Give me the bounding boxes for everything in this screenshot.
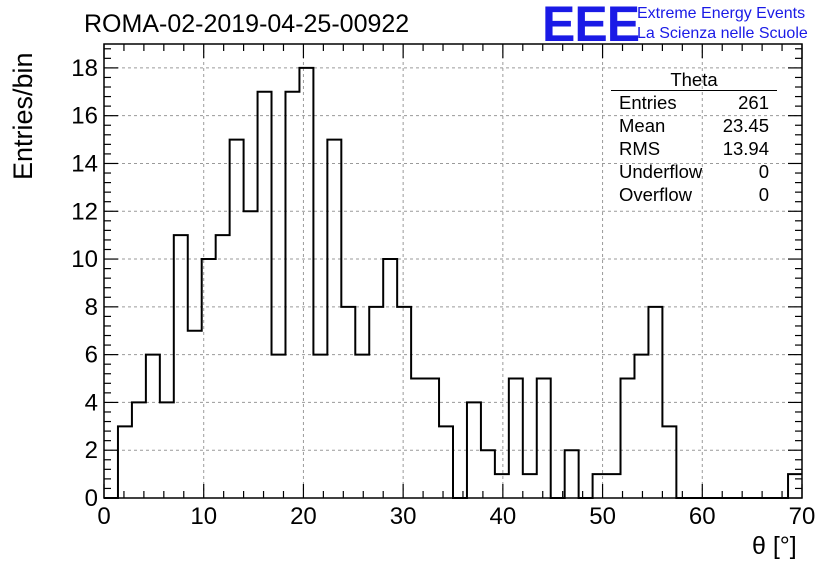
stats-row: Underflow 0	[611, 160, 777, 183]
y-tick-label: 12	[71, 198, 98, 225]
histogram-bin	[523, 474, 537, 498]
histogram-bin	[481, 450, 495, 498]
stats-box: Theta Entries 261 Mean 23.45 RMS 13.94 Unde…	[611, 70, 777, 206]
x-tick-label: 60	[689, 503, 716, 530]
x-tick-label: 70	[789, 503, 816, 530]
stats-value: 23.45	[722, 115, 769, 136]
histogram-bin	[495, 474, 509, 498]
histogram-bin	[188, 331, 202, 498]
y-tick-label: 16	[71, 103, 98, 130]
x-tick-label: 30	[390, 503, 417, 530]
y-tick-label: 2	[85, 437, 98, 464]
stats-label: Mean	[619, 115, 666, 136]
logo-line-2: La Scienza nelle Scuole	[637, 25, 808, 42]
histogram-bin	[383, 259, 397, 498]
histogram-bin	[593, 474, 607, 498]
chart-title: ROMA-02-2019-04-25-00922	[84, 10, 410, 38]
y-tick-label: 14	[71, 150, 98, 177]
histogram-bin	[258, 92, 272, 498]
histogram-bin	[662, 426, 676, 498]
logo-line-1: Extreme Energy Events	[637, 5, 806, 22]
y-tick-label: 8	[85, 294, 98, 321]
stats-label: RMS	[619, 138, 661, 159]
eee-logo: EEE	[542, 0, 640, 52]
x-axis-label: θ [°]	[752, 532, 797, 560]
histogram-bin	[202, 259, 216, 498]
histogram-bin	[439, 426, 453, 498]
histogram-bin	[621, 379, 635, 498]
stats-title: Theta	[611, 70, 777, 91]
stats-row: RMS 13.94	[611, 137, 777, 160]
stats-value: 261	[738, 92, 769, 113]
histogram-bin	[634, 355, 648, 498]
histogram-bin	[272, 355, 286, 498]
stats-value: 0	[758, 184, 769, 205]
histogram-bin	[537, 379, 551, 498]
stats-value: 13.94	[722, 138, 769, 159]
y-tick-label: 6	[85, 342, 98, 369]
histogram-bin	[425, 379, 439, 498]
histogram-bin	[118, 426, 132, 498]
stats-label: Underflow	[619, 161, 703, 182]
histogram-bin	[299, 68, 313, 498]
histogram-bin	[230, 140, 244, 498]
y-axis-label: Entries/bin	[8, 52, 38, 180]
stats-value: 0	[758, 161, 769, 182]
stats-label: Entries	[619, 92, 677, 113]
grid-lines	[104, 44, 802, 498]
x-tick-label: 0	[97, 503, 110, 530]
x-tick-label: 10	[190, 503, 217, 530]
x-tick-label: 50	[589, 503, 616, 530]
y-tick-label: 18	[71, 55, 98, 82]
y-tick-label: 4	[85, 389, 98, 416]
histogram-bars	[104, 66, 802, 499]
histogram-bin	[788, 474, 802, 498]
histogram-bin	[146, 355, 160, 498]
axes: 0 10 20 30 40 50 60 70 0 2 4 6 8 10 12 14 16 18	[71, 43, 816, 530]
histogram-bin	[313, 355, 327, 498]
histogram-bin	[509, 379, 523, 498]
histogram-bin	[216, 235, 230, 498]
y-tick-label: 10	[71, 246, 98, 273]
histogram-bin	[355, 355, 369, 498]
histogram-bin	[341, 307, 355, 498]
stats-label: Overflow	[619, 184, 692, 205]
histogram-outline	[104, 66, 802, 499]
histogram-bin	[607, 474, 621, 498]
stats-row: Entries 261	[611, 91, 777, 114]
histogram-bin	[285, 92, 299, 498]
y-tick-label: 0	[85, 485, 98, 512]
stats-row: Overflow 0	[611, 183, 777, 206]
histogram-bin	[174, 235, 188, 498]
logo-text: Extreme Energy Events La Scienza nelle S…	[637, 4, 808, 44]
histogram-bin	[327, 140, 341, 498]
stats-row: Mean 23.45	[611, 114, 777, 137]
histogram-bin	[411, 379, 425, 498]
histogram-bin	[565, 450, 579, 498]
x-tick-label: 20	[290, 503, 317, 530]
x-tick-label: 40	[490, 503, 517, 530]
plot-frame	[103, 43, 803, 499]
